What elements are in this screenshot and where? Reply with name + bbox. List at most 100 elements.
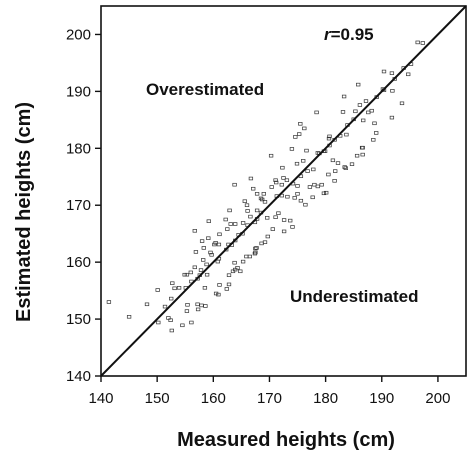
data-point bbox=[208, 250, 213, 255]
data-point bbox=[254, 246, 259, 250]
data-point bbox=[202, 286, 208, 290]
data-point bbox=[354, 153, 360, 158]
data-point bbox=[206, 236, 211, 240]
data-point bbox=[180, 323, 185, 328]
x-tick-label: 140 bbox=[88, 390, 113, 407]
data-point bbox=[357, 103, 363, 107]
data-point bbox=[156, 320, 161, 325]
data-point bbox=[281, 229, 287, 234]
data-point bbox=[155, 288, 160, 292]
y-tick-label: 140 bbox=[66, 368, 91, 385]
data-point bbox=[372, 121, 377, 126]
data-point bbox=[289, 147, 295, 151]
data-point bbox=[253, 250, 258, 255]
x-axis-ticks: 140 150 160 170 180 190 200 bbox=[88, 376, 450, 407]
data-point bbox=[199, 239, 205, 243]
data-point bbox=[245, 209, 250, 213]
x-tick-label: 180 bbox=[313, 390, 338, 407]
data-point bbox=[274, 180, 279, 185]
x-tick-label: 170 bbox=[257, 390, 282, 407]
data-point bbox=[251, 186, 256, 191]
data-point bbox=[311, 167, 316, 172]
data-point bbox=[228, 222, 233, 226]
data-point bbox=[304, 148, 309, 153]
y-tick-label: 150 bbox=[66, 311, 91, 328]
data-point bbox=[185, 303, 190, 307]
data-point bbox=[297, 132, 302, 136]
x-tick-label: 160 bbox=[201, 390, 226, 407]
data-point bbox=[321, 191, 327, 196]
data-point bbox=[381, 69, 387, 74]
x-tick-label: 150 bbox=[145, 390, 170, 407]
data-point bbox=[166, 316, 171, 320]
data-point bbox=[371, 138, 376, 142]
data-point bbox=[176, 286, 182, 290]
data-point bbox=[213, 291, 219, 296]
data-point bbox=[415, 40, 420, 45]
correlation-annotation: r=0.95 bbox=[324, 25, 374, 44]
data-point bbox=[232, 260, 237, 265]
data-points bbox=[106, 40, 425, 333]
data-point bbox=[360, 152, 365, 157]
data-point bbox=[361, 118, 366, 123]
data-point bbox=[301, 159, 306, 163]
data-point bbox=[226, 282, 232, 287]
data-point bbox=[182, 272, 187, 277]
data-point bbox=[333, 169, 338, 173]
data-point bbox=[324, 190, 329, 195]
y-tick-label: 170 bbox=[66, 197, 91, 214]
data-point bbox=[390, 89, 395, 93]
data-point bbox=[204, 262, 209, 267]
data-point bbox=[276, 211, 281, 215]
data-point bbox=[327, 134, 332, 139]
data-point bbox=[225, 227, 230, 231]
data-point bbox=[203, 304, 208, 308]
data-point bbox=[199, 303, 204, 308]
data-point bbox=[192, 229, 197, 233]
data-point bbox=[244, 203, 250, 207]
data-point bbox=[227, 208, 232, 213]
data-point bbox=[217, 283, 222, 287]
data-point bbox=[344, 132, 349, 137]
data-point bbox=[340, 110, 346, 114]
data-point bbox=[253, 246, 258, 251]
data-point bbox=[233, 267, 238, 272]
data-point bbox=[254, 208, 260, 213]
data-point bbox=[238, 269, 243, 274]
x-tick-label: 190 bbox=[369, 390, 394, 407]
data-point bbox=[359, 145, 365, 150]
data-point bbox=[353, 109, 358, 114]
data-point bbox=[341, 94, 347, 99]
data-point bbox=[273, 215, 278, 219]
data-point bbox=[262, 240, 268, 244]
data-point bbox=[356, 82, 361, 87]
data-point bbox=[295, 192, 300, 196]
data-point bbox=[254, 192, 260, 196]
data-point bbox=[265, 216, 270, 220]
data-point bbox=[106, 300, 112, 304]
data-point bbox=[189, 320, 194, 325]
y-tick-label: 200 bbox=[66, 26, 91, 43]
data-point bbox=[206, 219, 211, 223]
x-axis-title: Measured heights (cm) bbox=[177, 429, 395, 451]
data-point bbox=[288, 218, 293, 223]
data-point bbox=[201, 258, 206, 262]
data-point bbox=[232, 182, 237, 187]
data-point bbox=[298, 198, 304, 203]
data-point bbox=[226, 273, 232, 277]
data-point bbox=[399, 101, 405, 106]
data-point bbox=[305, 169, 310, 173]
data-point bbox=[349, 162, 355, 166]
data-point bbox=[248, 176, 254, 181]
data-point bbox=[242, 199, 247, 203]
data-point bbox=[319, 182, 324, 187]
data-point bbox=[261, 192, 266, 196]
data-point bbox=[310, 195, 315, 200]
data-point bbox=[284, 178, 290, 182]
data-point bbox=[188, 270, 193, 275]
data-point bbox=[285, 194, 290, 199]
y-tick-label: 160 bbox=[66, 254, 91, 271]
data-point bbox=[335, 161, 341, 165]
data-point bbox=[168, 318, 173, 322]
data-point bbox=[363, 99, 369, 103]
